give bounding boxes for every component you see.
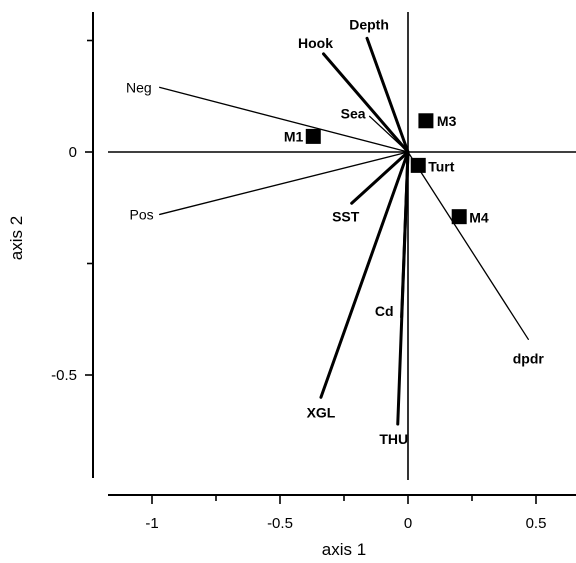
point-turt <box>410 157 426 173</box>
vector-depth <box>365 36 410 154</box>
point-label-m3: M3 <box>437 113 457 129</box>
vector-label-dpdr: dpdr <box>513 350 545 366</box>
x-axis-title: axis 1 <box>322 540 366 559</box>
vector-label-thu: THU <box>379 431 408 447</box>
vector-thu <box>396 150 410 426</box>
x-tick-label: 0 <box>404 515 412 532</box>
vector-label-xgl: XGL <box>307 404 336 420</box>
vector-label-neg: Neg <box>126 79 152 95</box>
points <box>305 113 467 225</box>
point-label-turt: Turt <box>428 158 455 174</box>
vector-sea <box>368 115 409 153</box>
y-tick-label: -0.5 <box>51 367 77 384</box>
vector-label-sea: Sea <box>341 105 366 121</box>
x-tick-label: 0.5 <box>526 515 547 532</box>
y-tick-label: 0 <box>69 144 77 161</box>
axes: 0 -0.5 -1 -0.5 0 0.5 <box>51 12 576 532</box>
y-axis-title: axis 2 <box>7 216 26 260</box>
vector-xgl <box>319 150 410 399</box>
point-label-m4: M4 <box>469 210 489 226</box>
vector-label-depth: Depth <box>349 16 389 32</box>
vector-pos <box>159 151 409 216</box>
vector-hook <box>322 52 410 154</box>
x-tick-label: -0.5 <box>267 515 293 532</box>
vector-label-cd: Cd <box>375 303 394 319</box>
point-m1 <box>305 128 321 144</box>
vector-label-hook: Hook <box>298 35 333 51</box>
point-m3 <box>418 113 434 129</box>
vector-label-pos: Pos <box>130 206 154 222</box>
labels: Neg Pos Hook Depth Sea SST XGL Cd THU dpdr M1 M3 Tur… <box>126 16 544 447</box>
vectors <box>159 36 529 426</box>
vector-sst <box>350 150 410 205</box>
point-label-m1: M1 <box>284 128 304 144</box>
vector-neg <box>159 86 409 153</box>
vector-label-sst: SST <box>332 208 360 224</box>
x-tick-label: -1 <box>145 515 158 532</box>
point-m4 <box>451 209 467 225</box>
vector-dpdr <box>407 151 529 340</box>
